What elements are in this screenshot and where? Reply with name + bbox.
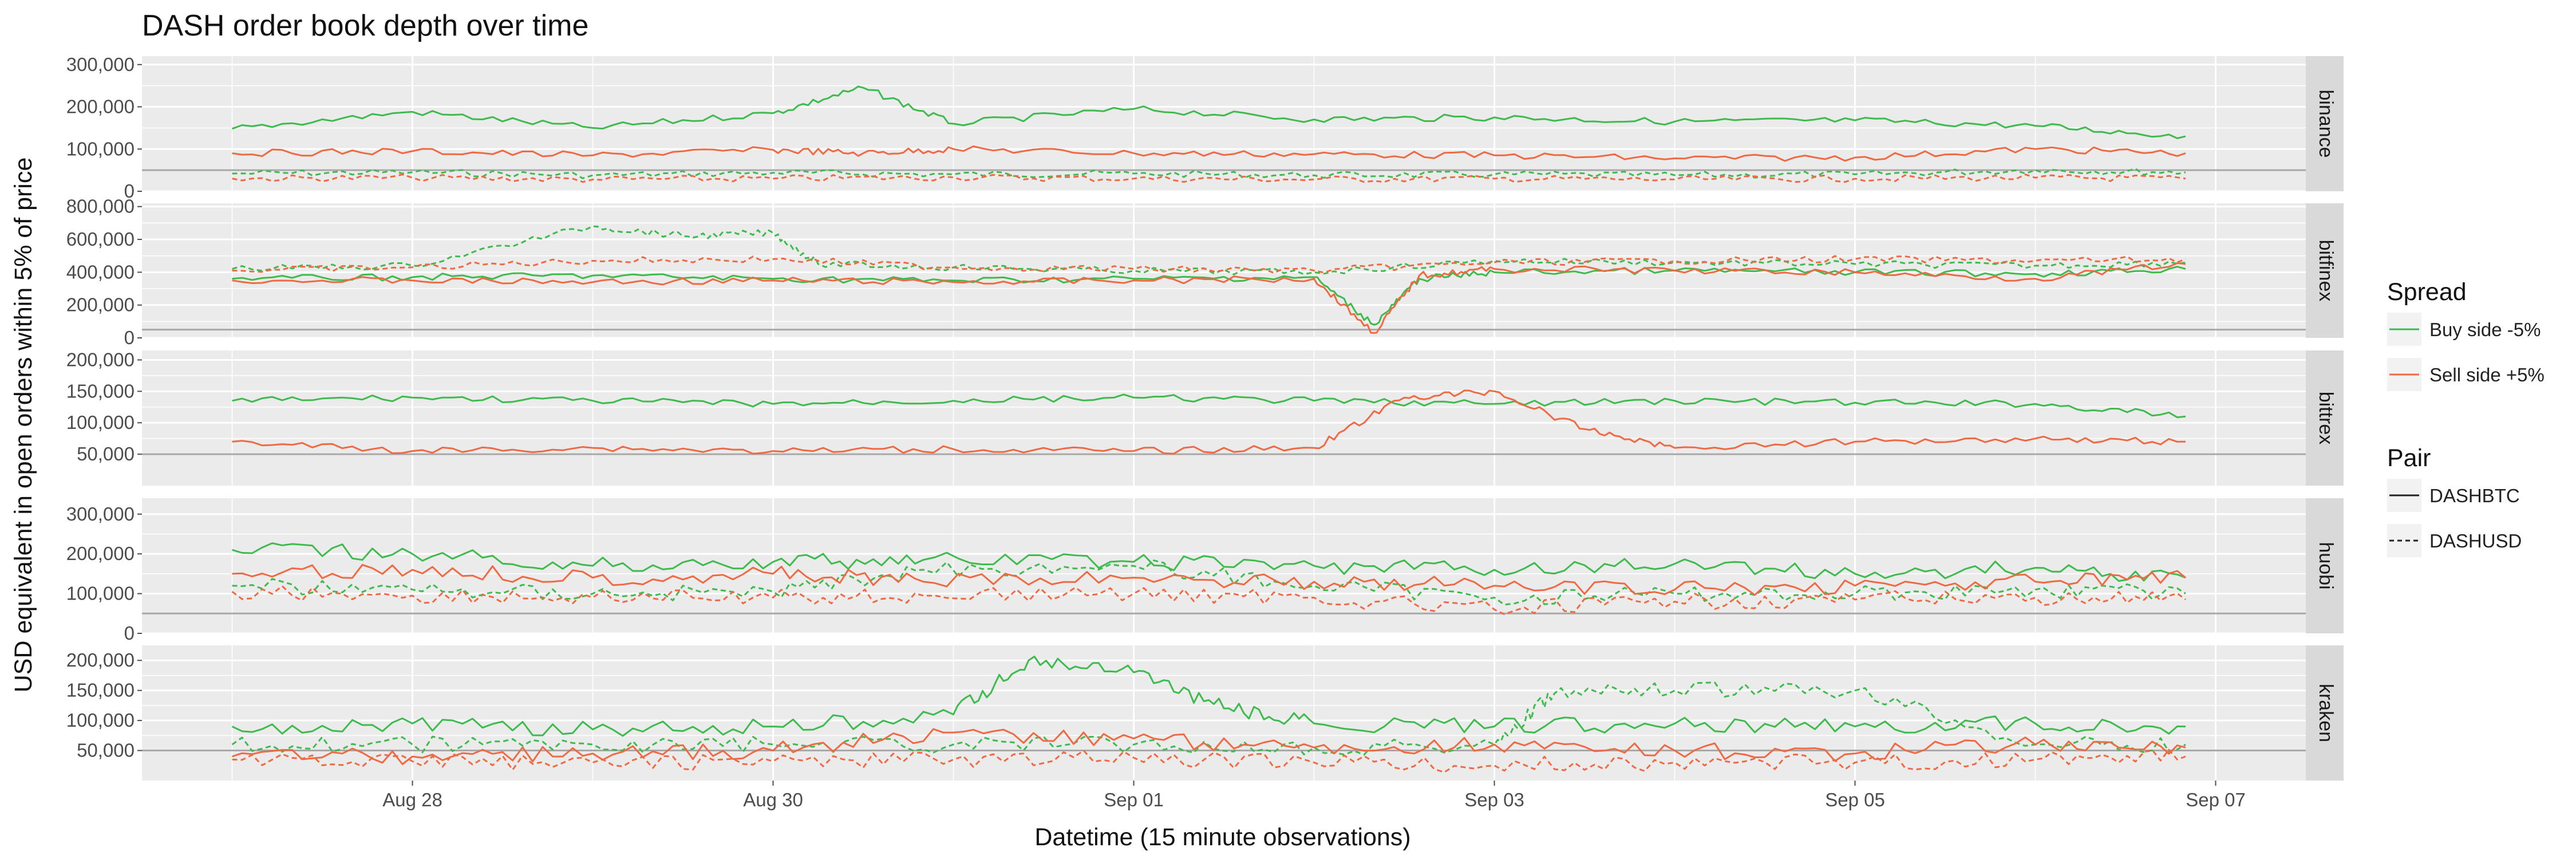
y-tick-label: 100,000 (66, 412, 135, 433)
facet-strip (2306, 498, 2344, 633)
panel-kraken: 50,000 100,000 150,000 200,000 kraken (66, 645, 2344, 781)
chart-title: DASH order book depth over time (142, 9, 588, 42)
facet-label-kraken: kraken (2315, 684, 2337, 742)
legend-spread-title: Spread (2387, 278, 2467, 306)
legend: Spread Buy side -5% Sell side +5% Pair D… (2387, 278, 2545, 557)
y-tick-label: 0 (124, 327, 135, 348)
facet-strip (2306, 350, 2344, 486)
legend-buy-label: Buy side -5% (2429, 319, 2541, 340)
legend-pair-title: Pair (2387, 444, 2431, 472)
y-tick-label: 200,000 (66, 543, 135, 564)
legend-dashbtc-label: DASHBTC (2429, 485, 2520, 506)
facet-label-bitfinex: bitfinex (2315, 240, 2337, 302)
series-line-sell-dashusd (232, 255, 2186, 274)
legend-dashusd-label: DASHUSD (2429, 530, 2522, 551)
y-tick-label: 800,000 (66, 196, 135, 217)
y-tick-label: 150,000 (66, 680, 135, 701)
series-line-sell-dashbtc (232, 564, 2186, 596)
panel-background (142, 350, 2306, 486)
facet-label-binance: binance (2315, 89, 2337, 157)
y-axis-title: USD equivalent in open orders within 5% … (10, 157, 37, 693)
legend-sell-label: Sell side +5% (2429, 364, 2545, 385)
x-tick-label: Aug 28 (382, 789, 442, 810)
y-tick-label: 300,000 (66, 54, 135, 75)
y-tick-label: 100,000 (66, 138, 135, 159)
x-tick-label: Sep 01 (1104, 789, 1164, 810)
panel-bitfinex: 0 200,000 400,000 600,000 800,000 bitfinex (66, 196, 2344, 348)
panel-background (142, 645, 2306, 781)
series-line-sell-dashbtc (232, 145, 2186, 162)
facet-label-huobi: huobi (2315, 542, 2337, 589)
panel-bittrex: 50,000 100,000 150,000 200,000 bittrex (66, 349, 2344, 486)
panel-binance: 0 100,000 200,000 300,000 binance (66, 54, 2344, 202)
series-line-buy-dashusd (232, 168, 2186, 179)
y-tick-label: 0 (124, 622, 135, 644)
panel-background (142, 56, 2306, 191)
series-line-sell-dashbtc (232, 728, 2186, 765)
series-line-buy-dashusd (231, 681, 2186, 756)
series-line-buy-dashbtc (232, 542, 2186, 582)
y-tick-label: 0 (124, 180, 135, 202)
y-tick-label: 100,000 (66, 583, 135, 604)
y-tick-label: 200,000 (66, 649, 135, 671)
series-line-buy-dashbtc (232, 393, 2186, 419)
series-line-buy-dashbtc (232, 266, 2186, 326)
y-tick-label: 200,000 (66, 96, 135, 117)
y-tick-label: 300,000 (66, 503, 135, 525)
x-axis-title: Datetime (15 minute observations) (1034, 823, 1411, 851)
series-line-sell-dashbtc (232, 389, 2186, 455)
facet-label-bittrex: bittrex (2315, 392, 2337, 445)
facet-panels: 0100,000200,000300,000binance0200,000400… (66, 54, 2344, 781)
y-tick-label: 200,000 (66, 349, 135, 370)
y-tick-label: 150,000 (66, 380, 135, 401)
facet-strip (2306, 203, 2344, 338)
y-tick-label: 600,000 (66, 228, 135, 250)
series-line-buy-dashusd (232, 225, 2186, 275)
x-tick-label: Sep 05 (1825, 789, 1885, 810)
series-line-buy-dashbtc (231, 655, 2186, 737)
y-tick-label: 100,000 (66, 710, 135, 731)
y-tick-label: 50,000 (77, 443, 135, 464)
x-tick-label: Aug 30 (743, 789, 803, 810)
y-tick-label: 50,000 (77, 740, 135, 761)
panel-background (142, 203, 2306, 338)
x-tick-label: Sep 03 (1464, 789, 1524, 810)
facet-strip (2306, 56, 2344, 191)
series-line-buy-dashbtc (231, 85, 2186, 139)
facet-strip (2306, 645, 2344, 781)
y-tick-label: 200,000 (66, 294, 135, 316)
x-axis: Aug 28 Aug 30 Sep 01 Sep 03 Sep 05 Sep 07 (382, 781, 2246, 810)
series-line-sell-dashusd (232, 748, 2186, 774)
y-tick-label: 400,000 (66, 261, 135, 282)
x-tick-label: Sep 07 (2186, 789, 2246, 810)
panel-huobi: 0 100,000 200,000 300,000 huobi (66, 498, 2344, 644)
series-line-sell-dashbtc (232, 262, 2186, 334)
